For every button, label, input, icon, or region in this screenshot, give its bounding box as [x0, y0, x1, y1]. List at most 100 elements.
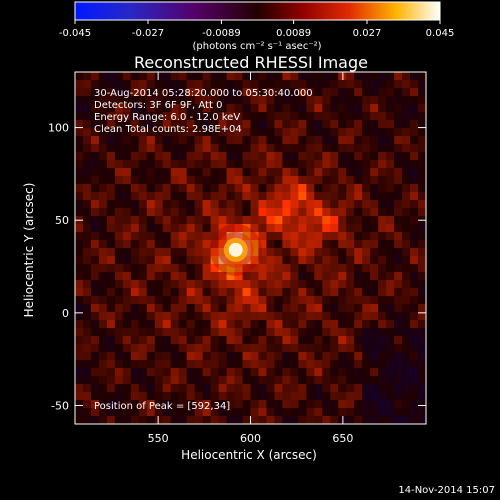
heatmap-cell [290, 152, 299, 161]
heatmap-cell [90, 152, 100, 161]
heatmap-cell [162, 96, 172, 105]
heatmap-cell [386, 72, 395, 81]
heatmap-cell [106, 80, 116, 89]
heatmap-cell [266, 400, 275, 409]
heatmap-cell [274, 136, 283, 145]
heatmap-cell [75, 80, 84, 89]
heatmap-cell [90, 400, 100, 409]
heatmap-cell [290, 112, 299, 121]
heatmap-cell [202, 280, 212, 289]
heatmap-cell [378, 264, 387, 273]
heatmap-cell [90, 288, 100, 297]
heatmap-cell [90, 200, 100, 209]
heatmap-cell [154, 288, 164, 297]
heatmap-cell [402, 344, 411, 353]
heatmap-cell [178, 336, 188, 345]
heatmap-cell [346, 208, 355, 217]
heatmap-cell [75, 400, 84, 409]
colorbar-ticks: -0.045 -0.027 -0.0089 0.0089 0.027 0.045 [59, 20, 454, 39]
heatmap-cell [114, 296, 124, 305]
heatmap-cell [178, 248, 188, 257]
heatmap-cell [354, 248, 363, 257]
heatmap-cell [362, 152, 371, 161]
heatmap-cell [186, 192, 196, 201]
heatmap-cell [226, 216, 235, 225]
heatmap-cell [186, 128, 196, 137]
heatmap-cell [82, 272, 92, 281]
heatmap-cell [266, 152, 275, 161]
heatmap-cell [370, 160, 379, 169]
heatmap-cell [90, 136, 100, 145]
heatmap-cell [338, 280, 347, 289]
heatmap-cell [114, 344, 124, 353]
heatmap-cell [130, 288, 140, 297]
heatmap-cell [322, 208, 331, 217]
heatmap-cell [402, 80, 411, 89]
heatmap-cell [354, 208, 363, 217]
heatmap-cell [298, 232, 307, 241]
heatmap-cell [282, 152, 291, 161]
heatmap-cell [82, 248, 92, 257]
heatmap-cell [218, 400, 227, 409]
heatmap-cell [370, 384, 379, 393]
heatmap-cell [122, 96, 132, 105]
y-tick-label: 100 [48, 122, 69, 135]
heatmap-cell [186, 208, 196, 217]
heatmap-cell [274, 344, 283, 353]
heatmap-cell [282, 296, 291, 305]
heatmap-cell [370, 136, 379, 145]
heatmap-cell [170, 128, 180, 137]
heatmap-cell [210, 392, 219, 401]
heatmap-cell [274, 272, 283, 281]
heatmap-cell [394, 128, 403, 137]
heatmap-cell [122, 80, 132, 89]
footer-timestamp: 14-Nov-2014 15:07 [398, 485, 495, 496]
heatmap-cell [194, 248, 204, 257]
heatmap-cell [226, 96, 235, 105]
heatmap-cell [314, 144, 323, 153]
heatmap-cell [274, 304, 283, 313]
heatmap-cell [258, 408, 267, 417]
heatmap-cell [274, 384, 283, 393]
heatmap-cell [210, 408, 219, 417]
x-axis-label: Heliocentric X (arcsec) [181, 448, 317, 462]
heatmap-cell [170, 104, 180, 113]
heatmap-cell [314, 88, 323, 97]
heatmap-cell [90, 328, 100, 337]
heatmap-cell [418, 152, 426, 161]
heatmap-cell [418, 240, 426, 249]
heatmap-cell [386, 248, 395, 257]
heatmap-cell [234, 160, 243, 169]
heatmap-cell [386, 312, 395, 321]
heatmap-cell [322, 344, 331, 353]
heatmap-cell [130, 208, 140, 217]
heatmap-cell [218, 120, 227, 129]
heatmap-cell [130, 176, 140, 185]
heatmap-cell [306, 168, 315, 177]
heatmap-cell [282, 72, 291, 81]
heatmap-cell [202, 320, 212, 329]
heatmap-cell [330, 104, 339, 113]
heatmap-cell [410, 160, 419, 169]
heatmap-cell [218, 144, 227, 153]
heatmap-cell [274, 360, 283, 369]
heatmap-cell [170, 384, 180, 393]
heatmap-cell [210, 280, 219, 289]
heatmap-cell [346, 296, 355, 305]
heatmap-cell [130, 104, 140, 113]
heatmap-cell [138, 176, 148, 185]
heatmap-cell [322, 296, 331, 305]
heatmap-cell [210, 296, 219, 305]
heatmap-cell [330, 80, 339, 89]
heatmap-cell [402, 248, 411, 257]
heatmap-cell [202, 88, 212, 97]
heatmap-cell [402, 280, 411, 289]
heatmap-cell [82, 264, 92, 273]
heatmap-cell [394, 88, 403, 97]
heatmap-cell [122, 272, 132, 281]
heatmap-cell [178, 360, 188, 369]
heatmap-cell [242, 272, 251, 281]
heatmap-cell [146, 200, 156, 209]
heatmap-cell [354, 72, 363, 81]
heatmap-cell [362, 320, 371, 329]
